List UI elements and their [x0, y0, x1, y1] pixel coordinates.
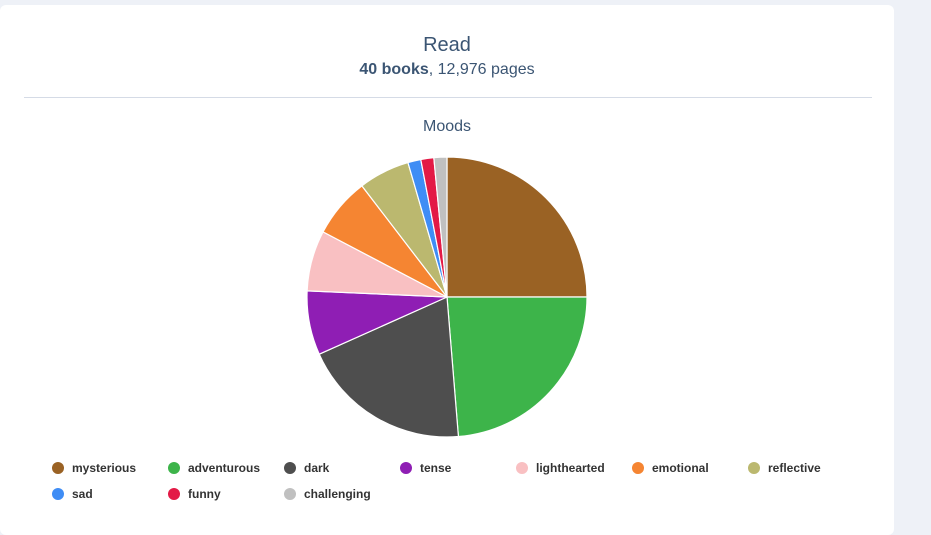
legend-item-funny[interactable]: funny [168, 487, 221, 501]
moods-pie-chart [306, 156, 588, 438]
summary-separator: , [428, 61, 434, 78]
pages-count: 12,976 pages [437, 61, 535, 78]
legend-item-reflective[interactable]: reflective [748, 461, 821, 475]
pie-slice-dark[interactable] [318, 296, 460, 438]
divider [24, 97, 872, 98]
legend-swatch [516, 462, 528, 474]
legend-swatch [400, 462, 412, 474]
legend-item-lighthearted[interactable]: lighthearted [516, 461, 605, 475]
legend-item-challenging[interactable]: challenging [284, 487, 371, 501]
legend-swatch [632, 462, 644, 474]
legend-item-adventurous[interactable]: adventurous [168, 461, 260, 475]
legend-swatch [52, 488, 64, 500]
legend-item-dark[interactable]: dark [284, 461, 329, 475]
legend-label: adventurous [188, 461, 261, 475]
legend-item-mysterious[interactable]: mysterious [52, 461, 136, 475]
pie-slice-mysterious[interactable] [446, 156, 588, 298]
legend-swatch [168, 488, 180, 500]
books-count: 40 books [359, 61, 429, 78]
legend-swatch [748, 462, 760, 474]
legend-item-tense[interactable]: tense [400, 461, 451, 475]
legend-swatch [168, 462, 180, 474]
legend-swatch [284, 462, 296, 474]
pie-slice-adventurous[interactable] [446, 296, 588, 438]
legend-label: emotional [652, 461, 709, 475]
legend-label: reflective [768, 461, 821, 475]
section-title: Read [423, 34, 471, 56]
legend-label: challenging [304, 487, 371, 501]
read-summary: 40 books, 12,976 pages [0, 61, 894, 79]
legend-swatch [52, 462, 64, 474]
pie-slice-challenging[interactable] [433, 156, 448, 298]
legend-item-sad[interactable]: sad [52, 487, 93, 501]
legend-label: sad [72, 487, 93, 501]
legend-label: lighthearted [536, 461, 605, 475]
legend-label: tense [420, 461, 452, 475]
chart-title: Moods [422, 118, 472, 135]
legend-item-emotional[interactable]: emotional [632, 461, 709, 475]
legend-swatch [284, 488, 296, 500]
legend-label: dark [304, 461, 330, 475]
legend-label: funny [188, 487, 221, 501]
legend-label: mysterious [72, 461, 137, 475]
